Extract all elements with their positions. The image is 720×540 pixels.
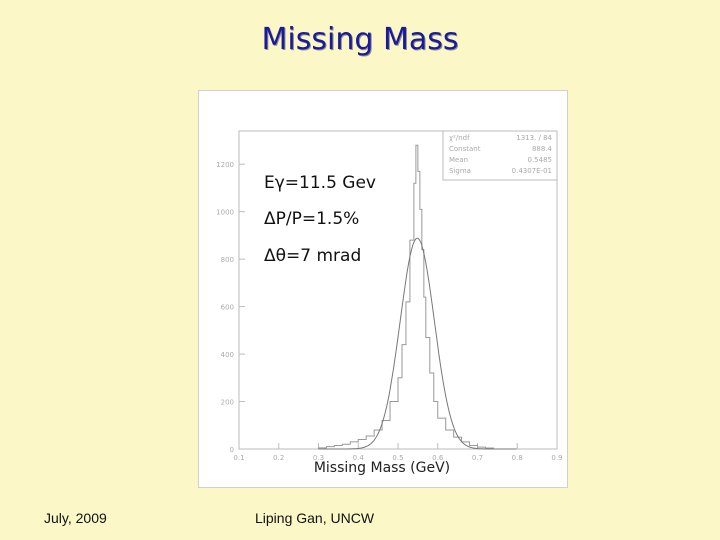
x-tick-label: 0.6	[432, 454, 444, 462]
stats-box-frame	[442, 130, 558, 181]
x-tick-label: 0.2	[273, 454, 284, 462]
stats-value: 0.5485	[528, 156, 553, 164]
stats-value: 1313. / 84	[516, 134, 552, 142]
angle-resolution-label: Δθ=7 mrad	[264, 246, 362, 266]
y-tick-label: 0	[230, 446, 234, 454]
stats-box: χ²/ndf 1313. / 84 Constant 888.4 Mean 0.5485 S…	[442, 130, 558, 181]
y-axis-ticks: 0 200 400 600 800 1000 1200	[216, 161, 245, 454]
x-tick-label: 0.1	[233, 454, 244, 462]
stats-label: Sigma	[449, 167, 471, 175]
stats-label: χ²/ndf	[449, 134, 470, 142]
y-tick-label: 200	[221, 399, 234, 407]
x-tick-label: 0.9	[551, 454, 562, 462]
gaussian-fit-curve	[318, 237, 517, 450]
x-tick-label: 0.4	[353, 454, 365, 462]
y-tick-label: 800	[221, 256, 234, 264]
x-tick-label: 0.3	[313, 454, 324, 462]
histogram-plot: 0 200 400 600 800 1000 1200 0.1 0.2 0.3 0.4 0.5 0.6…	[216, 130, 563, 462]
stats-label: Constant	[449, 145, 481, 153]
stats-value: 888.4	[532, 145, 553, 153]
y-tick-label: 600	[221, 304, 234, 312]
slide-title: Missing Mass	[261, 22, 459, 57]
y-tick-label: 400	[221, 351, 234, 359]
stats-value: 0.4307E-01	[512, 167, 552, 175]
y-tick-label: 1000	[216, 209, 234, 217]
y-tick-label: 1200	[216, 161, 234, 169]
stats-label: Mean	[449, 156, 468, 164]
footer-date: July, 2009	[44, 510, 107, 526]
x-tick-label: 0.7	[472, 454, 483, 462]
histogram-figure: 0 200 400 600 800 1000 1200 0.1 0.2 0.3 0.4 0.5 0.6…	[198, 90, 568, 488]
x-axis-title: Missing Mass (GeV)	[313, 460, 451, 476]
histogram-outline	[318, 144, 494, 449]
beam-energy-label: Eγ=11.5 Gev	[264, 173, 376, 193]
momentum-resolution-label: ΔP/P=1.5%	[264, 209, 360, 229]
x-tick-label: 0.8	[512, 454, 523, 462]
x-tick-label: 0.5	[392, 454, 403, 462]
footer-author: Liping Gan, UNCW	[255, 510, 375, 526]
